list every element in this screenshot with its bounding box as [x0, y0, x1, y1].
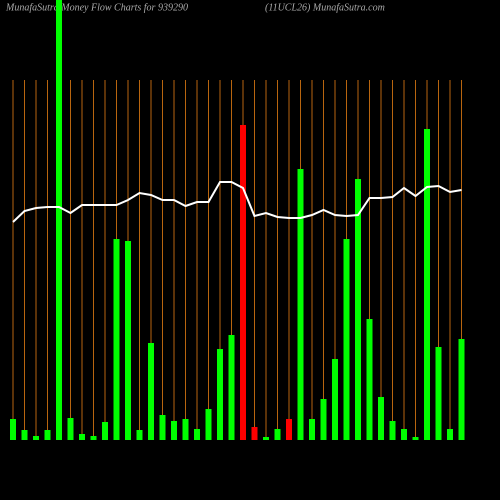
bar	[10, 419, 16, 440]
bar	[113, 239, 120, 440]
bar	[412, 437, 419, 440]
bar	[67, 418, 74, 440]
bar	[125, 241, 131, 440]
bar	[332, 359, 338, 440]
bar	[171, 421, 177, 440]
bar	[458, 339, 465, 440]
bar	[320, 399, 327, 440]
bar	[389, 421, 396, 440]
bar	[56, 0, 62, 440]
bar	[148, 343, 154, 440]
line	[12, 181, 462, 223]
bar	[21, 430, 28, 440]
bar	[286, 419, 292, 440]
bar	[44, 430, 51, 440]
bar	[447, 429, 453, 440]
bar	[182, 419, 189, 440]
bar	[263, 437, 269, 440]
bar	[401, 429, 407, 440]
bar	[366, 319, 373, 440]
chart-subtitle: (11UCL26) MunafaSutra.com	[265, 2, 385, 13]
bar	[309, 419, 315, 440]
bar	[274, 429, 281, 440]
bar	[240, 125, 246, 440]
bar	[343, 239, 350, 440]
bar	[251, 427, 258, 440]
bar	[102, 422, 108, 440]
bar	[217, 349, 223, 440]
bar	[378, 397, 384, 440]
bar	[205, 409, 212, 440]
bar	[33, 436, 39, 440]
bar	[194, 429, 200, 440]
bar	[228, 335, 235, 440]
bar	[424, 129, 430, 440]
chart-title: MunafaSutra Money Flow Charts for 939290	[5, 2, 188, 13]
bar	[435, 347, 442, 440]
bar	[355, 179, 361, 440]
bar	[136, 430, 143, 440]
bar	[297, 169, 304, 440]
bar	[159, 415, 166, 440]
bar	[79, 434, 85, 440]
bar	[90, 436, 97, 440]
